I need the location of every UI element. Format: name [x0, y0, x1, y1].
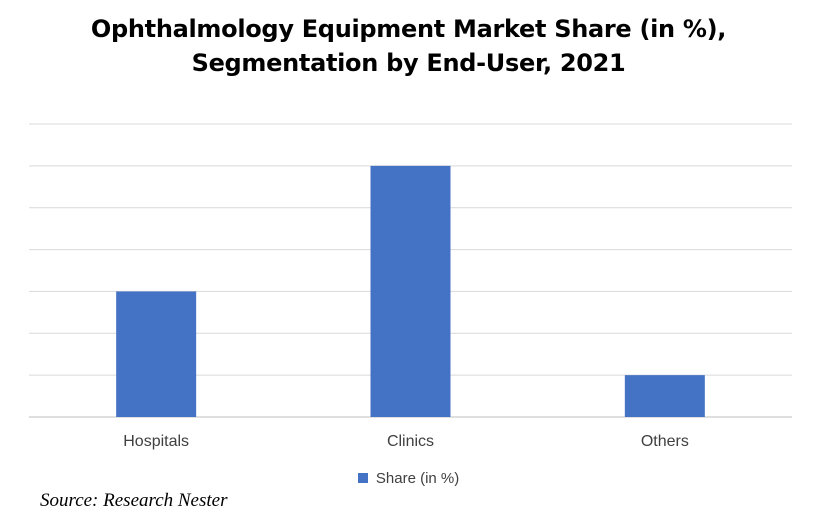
x-tick-label-hospitals: Hospitals [123, 433, 189, 450]
x-tick-label-others: Others [641, 433, 689, 450]
chart-title-line-2: Segmentation by End-User, 2021 [0, 46, 817, 80]
x-tick-labels: Hospitals Clinics Others [123, 433, 689, 450]
chart-title: Ophthalmology Equipment Market Share (in… [0, 12, 817, 80]
bar-hospitals [116, 291, 196, 417]
x-tick-label-clinics: Clinics [387, 433, 434, 450]
source-note: Source: Research Nester [40, 490, 227, 512]
bar-clinics [371, 166, 451, 417]
legend: Share (in %) [0, 470, 817, 487]
chart-title-line-1: Ophthalmology Equipment Market Share (in… [0, 12, 817, 46]
legend-label: Share (in %) [376, 470, 459, 487]
legend-swatch [358, 473, 368, 483]
bar-others [625, 375, 705, 417]
